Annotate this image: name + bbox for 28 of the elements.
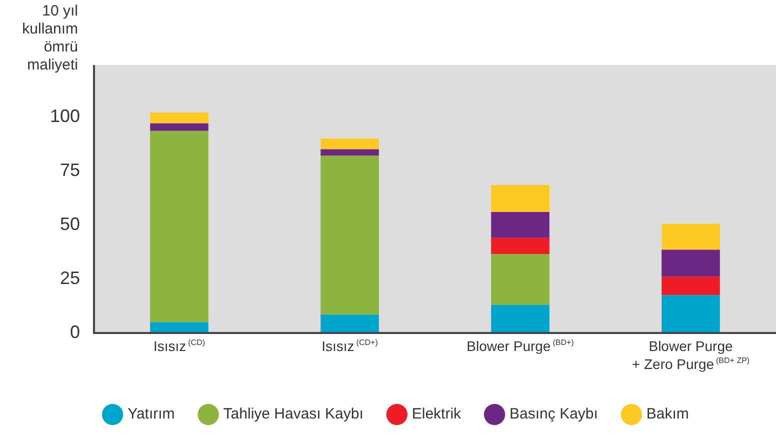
legend-label: Basınç Kaybı [510,406,598,423]
bar [491,212,550,238]
legend-label: Yatırım [128,406,175,423]
bar [491,184,550,212]
bar [320,149,379,156]
bar [491,304,550,333]
y-tick-label: 100 [50,106,80,126]
legend-label: Elektrik [412,406,462,423]
bar [662,250,720,277]
legend-label: Tahliye Havası Kaybı [223,406,364,423]
bar [150,130,208,322]
y-tick-label: 50 [60,214,80,234]
y-tick-label: 25 [60,268,80,288]
bar [491,254,550,305]
bar [662,276,720,296]
bar [320,138,379,150]
bar [662,224,720,250]
bar [320,156,379,315]
bar [150,322,208,333]
bar [491,238,550,254]
bar [150,112,208,124]
y-tick-label: 0 [70,322,80,342]
bar [662,295,720,333]
bar [320,314,379,333]
legend-label: Bakım [646,406,689,423]
y-axis-title: 10 yıl kullanım ömrü maliyeti [22,2,78,74]
bar [150,123,208,131]
y-tick-label: 75 [60,160,80,180]
